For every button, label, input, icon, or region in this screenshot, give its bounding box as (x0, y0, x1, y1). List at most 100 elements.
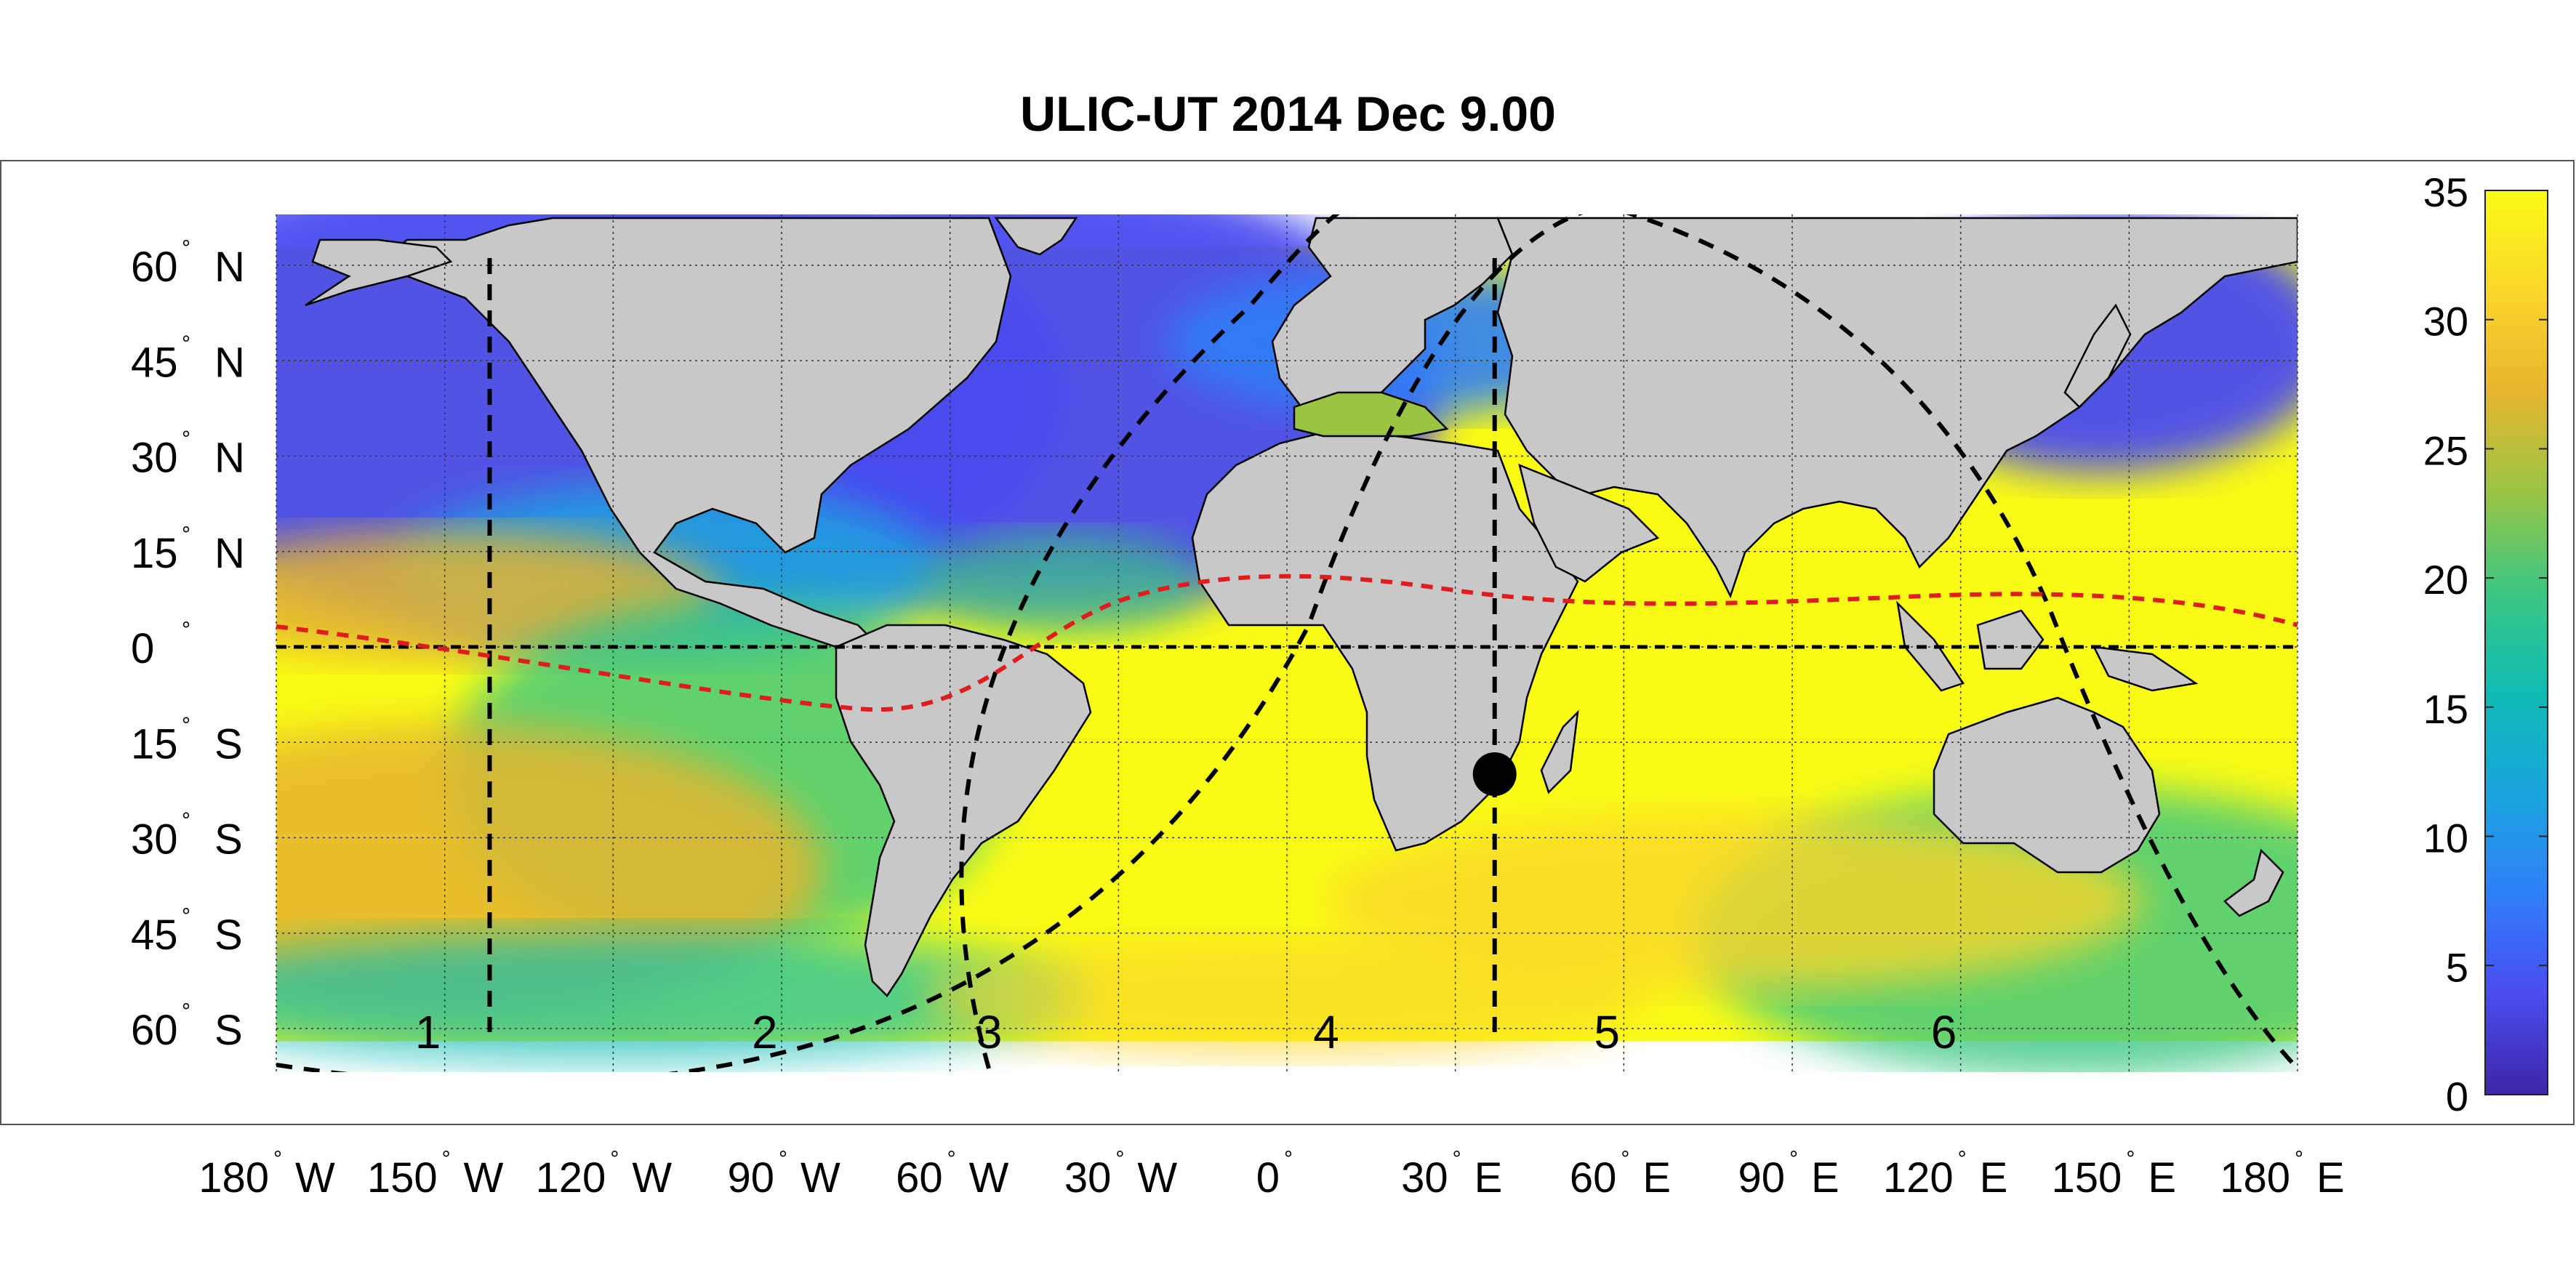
degree-symbol: ° (779, 1147, 787, 1171)
lat-hemisphere: N (214, 435, 245, 482)
lon-label: 150 (367, 1154, 438, 1202)
zone-label: 5 (1594, 1006, 1620, 1058)
zone-label: 4 (1313, 1006, 1339, 1058)
degree-symbol: ° (2126, 1147, 2135, 1171)
map-title: ULIC-UT 2014 Dec 9.00 (1020, 86, 1556, 142)
lon-hemisphere: E (1474, 1154, 1503, 1202)
lat-hemisphere: N (214, 339, 245, 386)
terminator-arc-east (1625, 214, 2298, 1071)
lat-hemisphere: N (214, 530, 245, 577)
arabia (1518, 463, 1660, 583)
lat-label: 0 (131, 625, 154, 672)
lat-label: 15 (131, 720, 178, 768)
degree-symbol: ° (182, 427, 190, 451)
lat-hemisphere: S (214, 816, 243, 864)
colorbar-tick-label: 20 (2423, 557, 2468, 603)
lat-label: 45 (131, 339, 178, 386)
lon-label: 180 (198, 1154, 269, 1202)
degree-symbol: ° (182, 999, 190, 1023)
colorbar (2484, 190, 2548, 1095)
lon-hemisphere: W (464, 1154, 504, 1202)
lon-label: 120 (1883, 1154, 1954, 1202)
colorbar-gradient (2484, 190, 2548, 1095)
lat-label: 60 (131, 243, 178, 291)
colorbar-tick-label: 10 (2423, 816, 2468, 861)
colorbar-tick-label: 5 (2446, 944, 2468, 990)
lon-hemisphere: E (2316, 1154, 2345, 1202)
degree-symbol: ° (1958, 1147, 1967, 1171)
new-zealand (2223, 848, 2284, 917)
alaska (305, 238, 453, 307)
greenland (994, 217, 1078, 256)
lon-label: 60 (896, 1154, 943, 1202)
mediterranean (1293, 391, 1449, 438)
colorbar-tick-label: 35 (2423, 169, 2468, 215)
lat-label: 15 (131, 530, 178, 577)
degree-symbol: ° (1284, 1147, 1293, 1171)
colorbar-tick-label: 15 (2423, 686, 2468, 732)
degree-symbol: ° (1453, 1147, 1461, 1171)
latitude-labels: 60 ° N45 ° N30 ° N15 ° N0 °15 ° S30 ° S45 ° S60 ° S (131, 236, 245, 1054)
japan (2063, 303, 2132, 408)
lon-label: 0 (1256, 1154, 1280, 1202)
degree-symbol: ° (442, 1147, 451, 1171)
degree-symbol: ° (2295, 1147, 2303, 1171)
colorbar-tick-label: 30 (2423, 299, 2468, 345)
lat-hemisphere: S (214, 720, 243, 768)
degree-symbol: ° (182, 236, 190, 260)
lon-label: 30 (1064, 1154, 1112, 1202)
lon-hemisphere: W (801, 1154, 840, 1202)
lon-hemisphere: E (2148, 1154, 2176, 1202)
lon-label: 90 (727, 1154, 774, 1202)
lon-label: 60 (1570, 1154, 1617, 1202)
zone-labels: 1 2 3 4 5 6 (415, 1006, 1957, 1058)
lat-label: 30 (131, 435, 178, 482)
land-masses (305, 217, 2298, 997)
madagascar (1540, 709, 1579, 794)
new-guinea (2092, 645, 2199, 692)
degree-symbol: ° (182, 809, 190, 833)
degree-symbol: ° (182, 523, 190, 547)
lon-hemisphere: W (969, 1154, 1009, 1202)
zone-label: 1 (415, 1006, 441, 1058)
lon-label: 150 (2052, 1154, 2122, 1202)
terminator-left (276, 214, 1584, 1072)
zone-label: 6 (1931, 1006, 1957, 1058)
degree-symbol: ° (182, 618, 190, 642)
lat-hemisphere: S (214, 1007, 243, 1054)
asia (1496, 217, 2298, 599)
lon-label: 90 (1738, 1154, 1785, 1202)
degree-symbol: ° (273, 1147, 282, 1171)
lon-hemisphere: E (1980, 1154, 2008, 1202)
figure-frame (0, 160, 2575, 1125)
ocean-region (923, 938, 1650, 1055)
lat-hemisphere: S (214, 911, 243, 959)
north-america (376, 217, 1012, 656)
lat-hemisphere: N (214, 243, 245, 291)
colorbar-tick-label: 0 (2446, 1074, 2468, 1119)
lon-hemisphere: E (1642, 1154, 1671, 1202)
ocean-region (917, 532, 1208, 635)
lat-label: 30 (131, 816, 178, 864)
overlay-lines (276, 214, 2298, 1072)
lon-label: 120 (536, 1154, 606, 1202)
degree-symbol: ° (182, 904, 190, 928)
degree-symbol: ° (1621, 1147, 1629, 1171)
zone-label: 3 (976, 1006, 1003, 1058)
degree-symbol: ° (1115, 1147, 1124, 1171)
subsolar-marker (1472, 752, 1517, 796)
degree-symbol: ° (182, 331, 190, 355)
longitude-labels: 180 ° W 150 ° W 120 ° W 90 ° W 60 ° W 30 ° W 0 ° 30 ° E 60 ° E 90 °… (198, 1147, 2344, 1202)
lon-hemisphere: E (1811, 1154, 1839, 1202)
lat-label: 45 (131, 911, 178, 959)
zone-label: 2 (752, 1006, 778, 1058)
degree-symbol: ° (610, 1147, 619, 1171)
degree-symbol: ° (1789, 1147, 1798, 1171)
borneo (1976, 609, 2045, 670)
colorbar-ticks: 0 5 10 15 20 25 30 35 (2423, 169, 2548, 1119)
lon-hemisphere: W (1137, 1154, 1177, 1202)
lat-label: 60 (131, 1007, 178, 1054)
lon-hemisphere: W (632, 1154, 672, 1202)
degree-symbol: ° (182, 713, 190, 737)
